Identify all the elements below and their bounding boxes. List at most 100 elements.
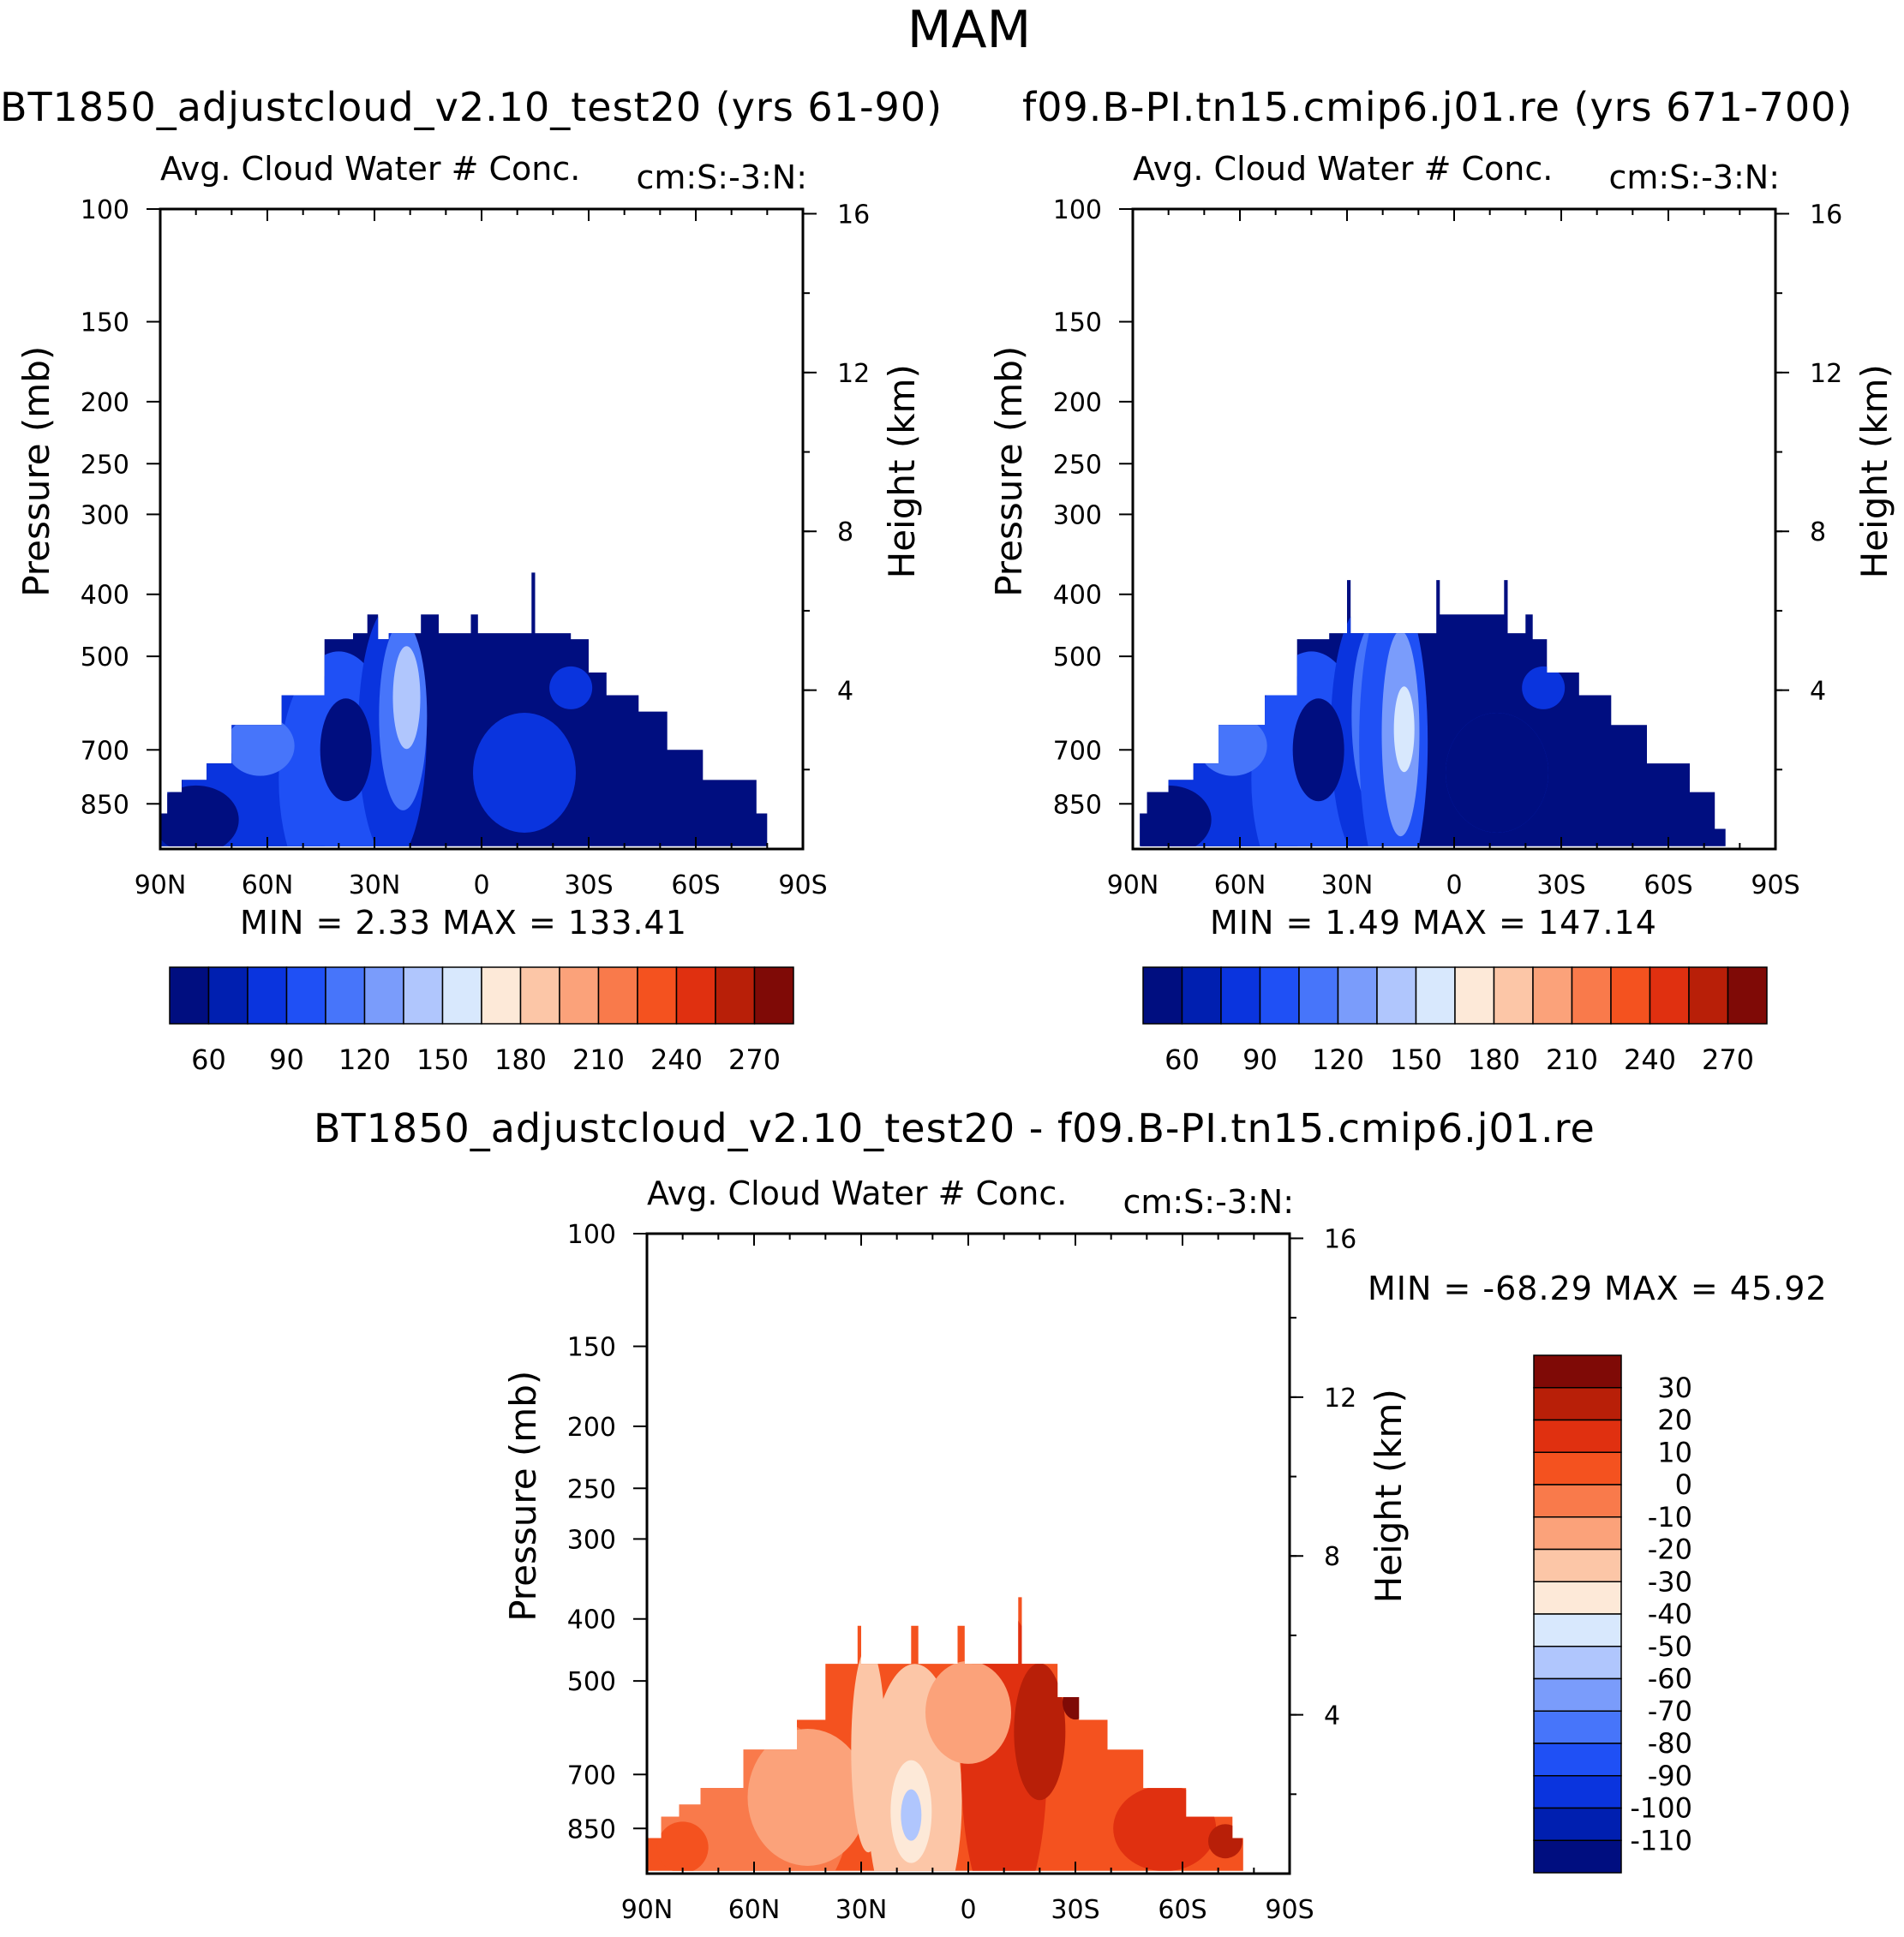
colorbar-swatch bbox=[441, 966, 482, 1025]
colorbar-label: -90 bbox=[1648, 1760, 1692, 1792]
colorbar-control: 60 90 120 150 180 210 240 270 bbox=[1142, 966, 1768, 1076]
colorbar-swatch bbox=[1533, 1451, 1622, 1486]
colorbar-swatch bbox=[1533, 1710, 1622, 1744]
panel-3-minmax: MIN = -68.29 MAX = 45.92 bbox=[1368, 1270, 1828, 1307]
colorbar-swatch bbox=[1533, 1516, 1622, 1551]
y2-axis-title: Height (km) bbox=[881, 364, 923, 578]
colorbar-label: -30 bbox=[1648, 1565, 1692, 1598]
colorbar-label: 210 bbox=[572, 1043, 625, 1076]
page-title: MAM bbox=[907, 0, 1032, 60]
colorbar-swatch bbox=[637, 966, 678, 1025]
colorbar-label: 60 bbox=[191, 1043, 226, 1076]
x-tick-label: 60S bbox=[671, 870, 720, 900]
field-contours bbox=[656, 1611, 1242, 1871]
contour-region bbox=[473, 712, 576, 833]
y-tick-label: 850 bbox=[1053, 790, 1102, 820]
y-tick-label: 400 bbox=[81, 581, 129, 611]
contour-region bbox=[1113, 1785, 1217, 1871]
contour-region bbox=[656, 1821, 709, 1871]
y2-tick-label: 12 bbox=[1810, 359, 1842, 389]
panel-2-minmax: MIN = 1.49 MAX = 147.14 bbox=[1210, 904, 1657, 942]
colorbar-swatch bbox=[1533, 1839, 1622, 1874]
y-tick-label: 150 bbox=[81, 308, 129, 338]
colorbar-swatch bbox=[1649, 966, 1690, 1025]
y-tick-label: 300 bbox=[81, 500, 129, 530]
contour-region bbox=[851, 1647, 886, 1853]
y-axis-title: Pressure (mb) bbox=[502, 1371, 544, 1622]
y-tick-label: 400 bbox=[567, 1605, 616, 1635]
panel-test: 90N 60N 30N 0 30S 60S 90S 100 150 200 250 300 400 500… bbox=[15, 150, 923, 900]
x-tick-label: 60S bbox=[1158, 1895, 1206, 1925]
contour-region bbox=[1446, 712, 1548, 833]
panel-1-case-title: BT1850_adjustcloud_v2.10_test20 (yrs 61-… bbox=[0, 84, 943, 130]
y2-tick-label: 8 bbox=[1810, 517, 1826, 547]
y2-axis-title: Height (km) bbox=[1853, 364, 1895, 578]
x-tick-label: 30S bbox=[1536, 870, 1585, 900]
colorbar-swatch bbox=[753, 966, 794, 1025]
contour-region bbox=[1063, 1685, 1088, 1720]
colorbar-swatch bbox=[1610, 966, 1651, 1025]
colorbar-label: 60 bbox=[1165, 1043, 1200, 1076]
colorbar-swatch bbox=[1376, 966, 1417, 1025]
plot-units: cm:S:-3:N: bbox=[636, 158, 807, 196]
colorbar-swatch bbox=[1571, 966, 1612, 1025]
colorbar-label: 0 bbox=[1675, 1468, 1692, 1501]
colorbar-label: 30 bbox=[1657, 1372, 1692, 1404]
colorbar-swatch bbox=[1493, 966, 1534, 1025]
colorbar-difference: 3020100-10-20-30-40-50-60-70-80-90-100-1… bbox=[1533, 1354, 1692, 1874]
x-tick-label: 60N bbox=[1214, 870, 1266, 900]
field-contours bbox=[160, 605, 593, 846]
x-tick-label: 30N bbox=[349, 870, 401, 900]
colorbar-label: 150 bbox=[416, 1043, 469, 1076]
colorbar-swatch bbox=[1533, 1419, 1622, 1453]
x-tick-label: 90N bbox=[135, 870, 187, 900]
plot-subtitle: Avg. Cloud Water # Conc. bbox=[160, 150, 580, 188]
colorbar-swatch bbox=[1533, 1581, 1622, 1615]
colorbar-swatch bbox=[363, 966, 404, 1025]
colorbar-swatch bbox=[169, 966, 210, 1025]
contour-region bbox=[549, 666, 593, 709]
x-tick-label: 90N bbox=[1107, 870, 1159, 900]
y-tick-label: 200 bbox=[1053, 388, 1102, 418]
colorbar-swatch bbox=[1533, 1807, 1622, 1841]
contour-region bbox=[747, 1728, 868, 1866]
colorbar-label: 20 bbox=[1657, 1404, 1692, 1437]
plot-subtitle: Avg. Cloud Water # Conc. bbox=[647, 1175, 1067, 1212]
colorbar-swatch bbox=[325, 966, 366, 1025]
x-tick-label: 0 bbox=[1446, 870, 1462, 900]
colorbar-swatch bbox=[1181, 966, 1222, 1025]
colorbar-label: -60 bbox=[1648, 1663, 1692, 1695]
y-tick-label: 700 bbox=[567, 1761, 616, 1791]
y-tick-label: 200 bbox=[567, 1413, 616, 1443]
colorbar-label: 90 bbox=[1242, 1043, 1278, 1076]
y-tick-label: 150 bbox=[567, 1333, 616, 1363]
contour-region bbox=[320, 698, 372, 802]
panel-2-case-title: f09.B-PI.tn15.cmip6.j01.re (yrs 671-700) bbox=[1022, 84, 1853, 130]
y2-tick-label: 4 bbox=[1324, 1701, 1340, 1731]
y2-tick-label: 12 bbox=[837, 359, 870, 389]
plot-subtitle: Avg. Cloud Water # Conc. bbox=[1133, 150, 1553, 188]
y-tick-label: 500 bbox=[1053, 643, 1102, 673]
colorbar-swatch bbox=[559, 966, 600, 1025]
colorbar-swatch bbox=[1533, 1743, 1622, 1777]
colorbar-swatch bbox=[285, 966, 326, 1025]
colorbar-label: 120 bbox=[338, 1043, 391, 1076]
contour-region bbox=[1393, 686, 1415, 773]
contour-region bbox=[1198, 715, 1267, 776]
colorbar-swatch bbox=[1337, 966, 1378, 1025]
colorbar-label: -10 bbox=[1648, 1501, 1692, 1533]
x-tick-label: 30N bbox=[1321, 870, 1374, 900]
colorbar-label: -70 bbox=[1648, 1695, 1692, 1727]
colorbar-swatch bbox=[1533, 1677, 1622, 1712]
contour-region bbox=[160, 785, 239, 846]
x-tick-label: 30S bbox=[564, 870, 613, 900]
colorbar-label: 270 bbox=[728, 1043, 781, 1076]
x-tick-label: 90S bbox=[778, 870, 827, 900]
y-tick-label: 100 bbox=[567, 1220, 616, 1250]
x-tick-label: 90S bbox=[1265, 1895, 1314, 1925]
colorbar-label: 210 bbox=[1546, 1043, 1598, 1076]
x-tick-label: 90N bbox=[621, 1895, 674, 1925]
y2-tick-label: 16 bbox=[1810, 200, 1842, 230]
y2-tick-label: 4 bbox=[1810, 677, 1826, 707]
